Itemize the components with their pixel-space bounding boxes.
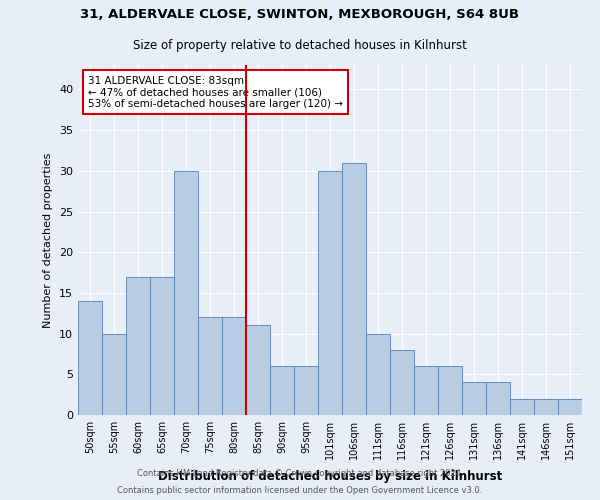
Bar [486,382,510,415]
Bar [294,366,318,415]
Bar [78,301,102,415]
Bar [126,276,150,415]
Bar [534,398,558,415]
Text: 31 ALDERVALE CLOSE: 83sqm
← 47% of detached houses are smaller (106)
53% of semi: 31 ALDERVALE CLOSE: 83sqm ← 47% of detac… [88,76,343,108]
X-axis label: Distribution of detached houses by size in Kilnhurst: Distribution of detached houses by size … [158,470,502,483]
Bar [150,276,174,415]
Bar [318,171,342,415]
Bar [270,366,294,415]
Bar [510,398,534,415]
Text: Contains public sector information licensed under the Open Government Licence v3: Contains public sector information licen… [118,486,482,495]
Text: Contains HM Land Registry data © Crown copyright and database right 2024.: Contains HM Land Registry data © Crown c… [137,468,463,477]
Bar [438,366,462,415]
Bar [390,350,414,415]
Bar [462,382,486,415]
Bar [198,318,222,415]
Bar [174,171,198,415]
Text: Size of property relative to detached houses in Kilnhurst: Size of property relative to detached ho… [133,38,467,52]
Bar [102,334,126,415]
Bar [222,318,246,415]
Y-axis label: Number of detached properties: Number of detached properties [43,152,53,328]
Bar [366,334,390,415]
Bar [246,326,270,415]
Bar [558,398,582,415]
Bar [414,366,438,415]
Bar [342,162,366,415]
Text: 31, ALDERVALE CLOSE, SWINTON, MEXBOROUGH, S64 8UB: 31, ALDERVALE CLOSE, SWINTON, MEXBOROUGH… [80,8,520,22]
